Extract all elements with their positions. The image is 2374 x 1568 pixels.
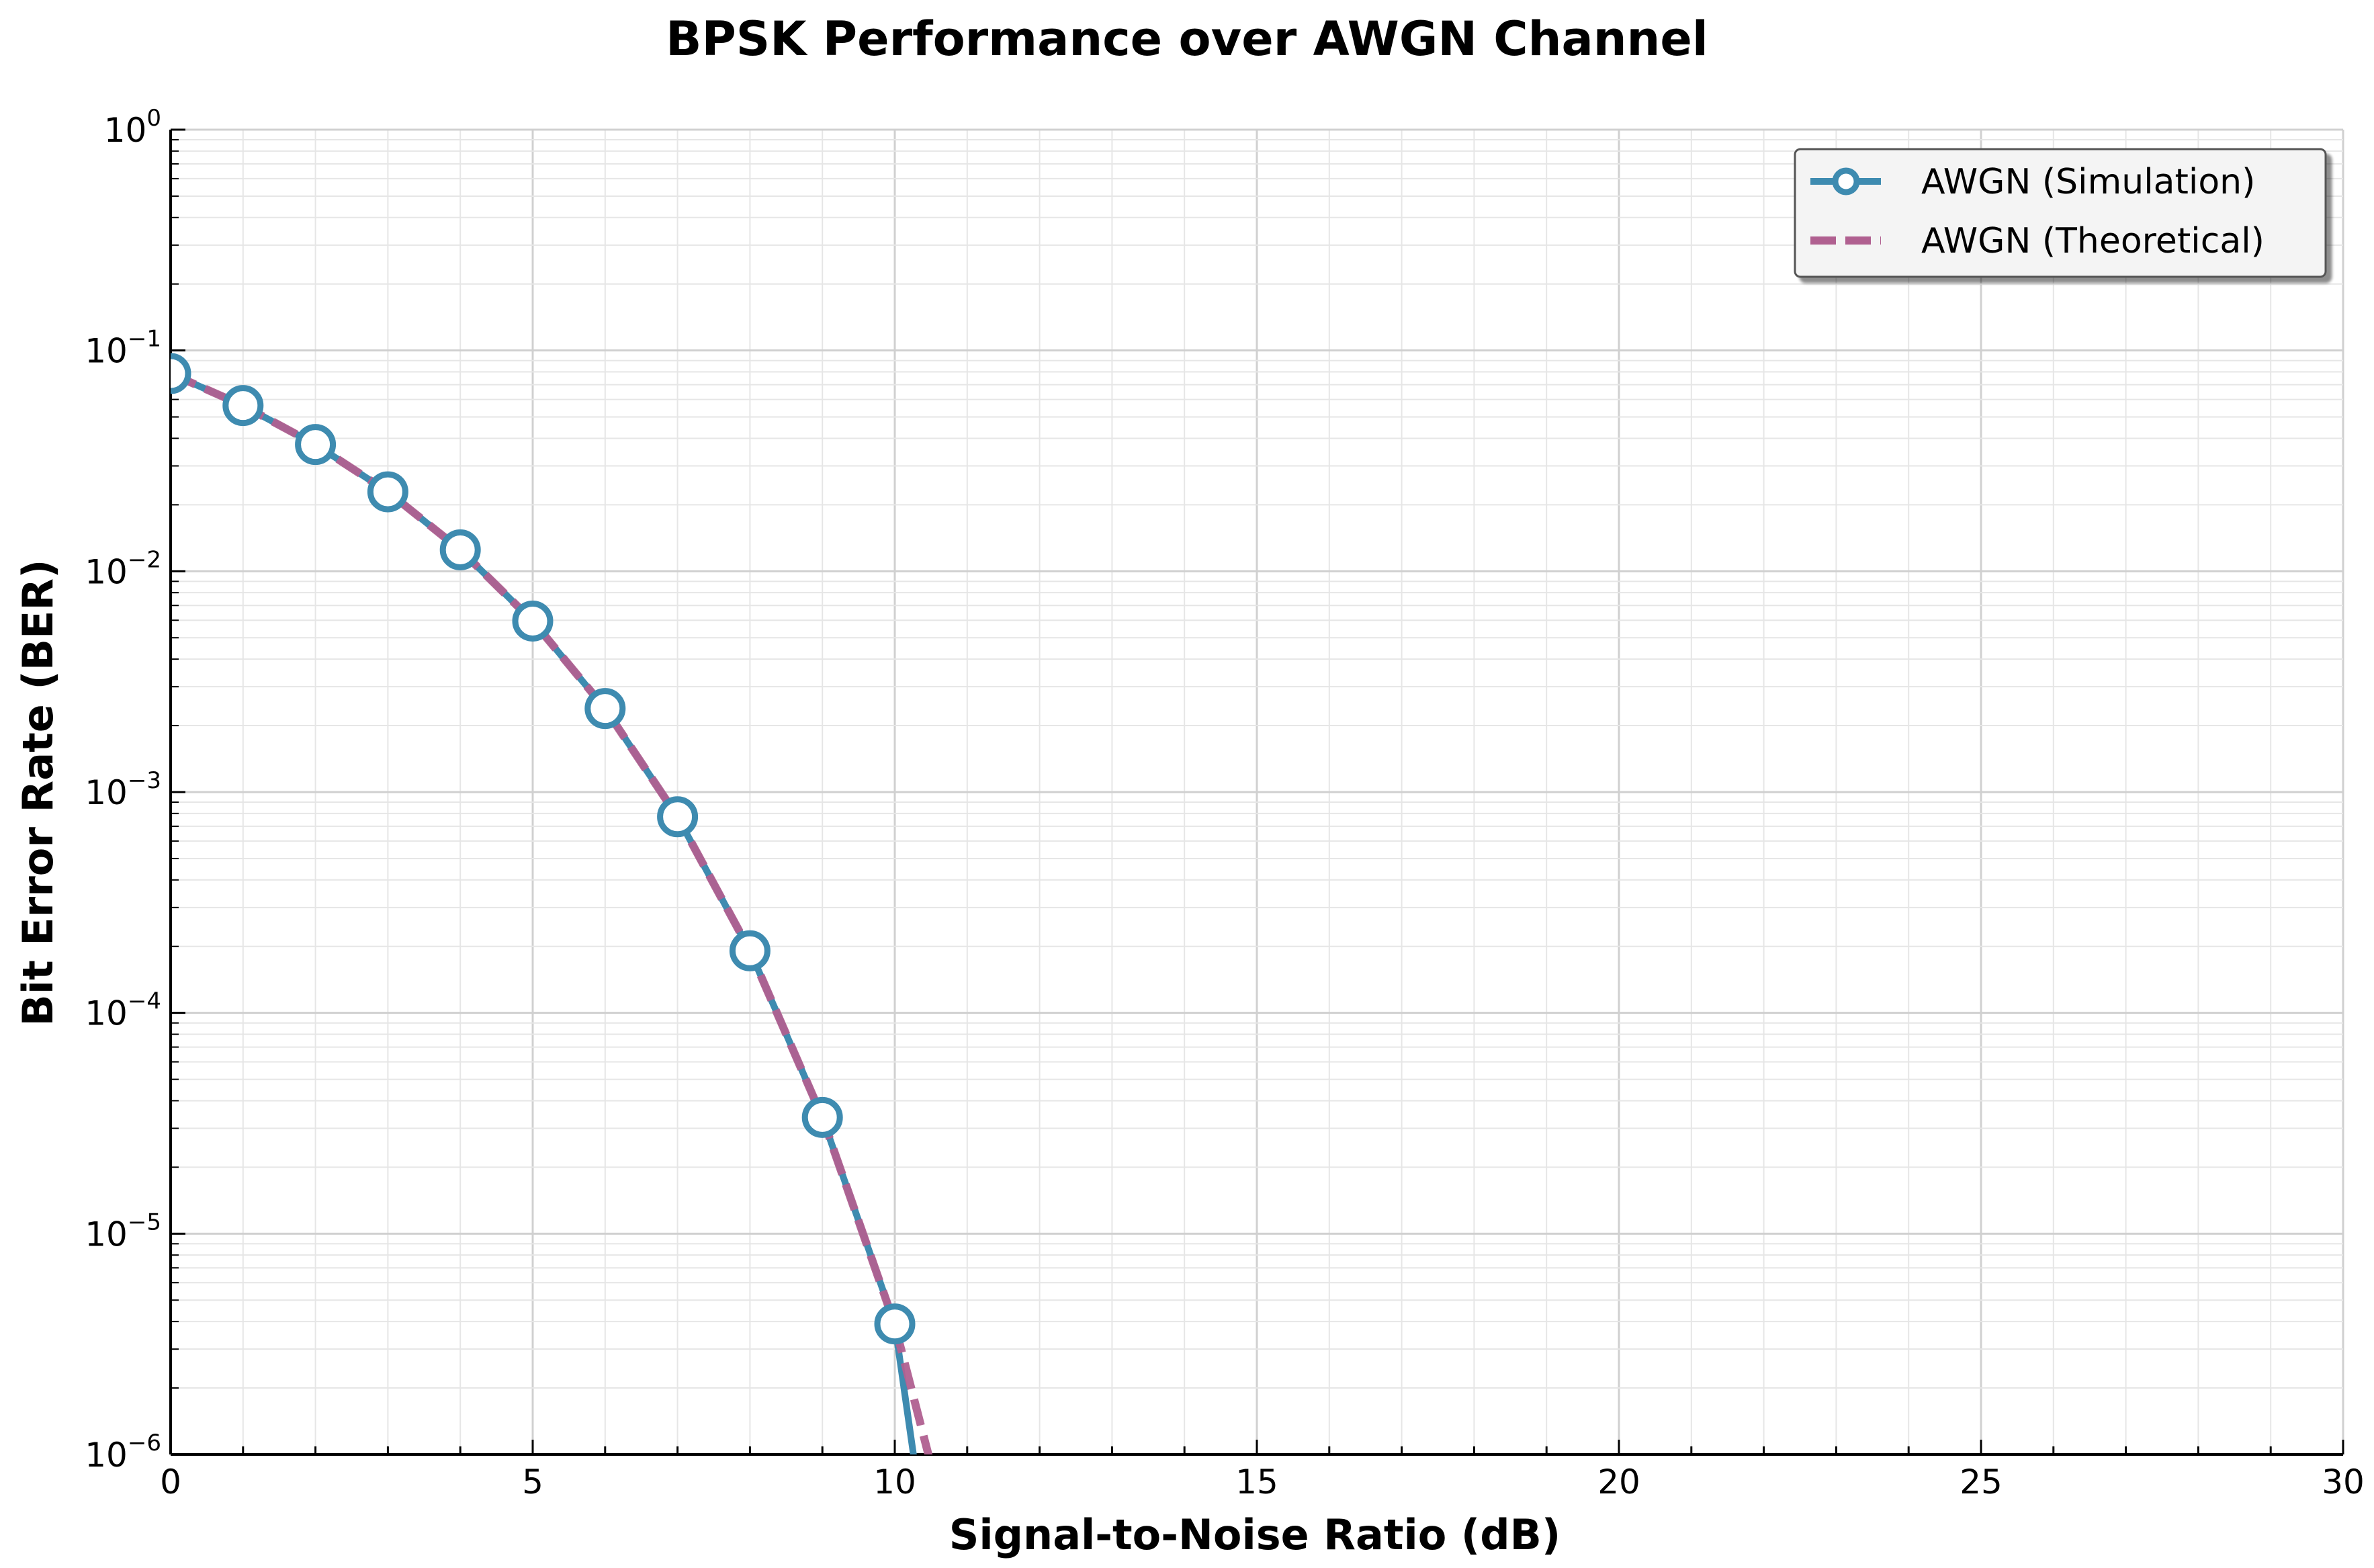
y-tick-label: 10−6 xyxy=(85,1430,161,1475)
x-tick-label: 20 xyxy=(1597,1463,1640,1501)
y-tick-label-exponent: −2 xyxy=(128,546,161,573)
y-tick-label-exponent: −1 xyxy=(128,326,161,353)
y-tick-label: 10−3 xyxy=(85,767,161,812)
x-tick-label: 30 xyxy=(2322,1463,2365,1501)
series-line-simulation xyxy=(171,370,917,1454)
data-point-simulation xyxy=(801,1096,843,1138)
legend-box xyxy=(1794,148,2327,278)
legend: AWGN (Simulation) AWGN (Theoretical) xyxy=(1794,148,2327,278)
y-tick-label-exponent: −5 xyxy=(128,1209,161,1235)
y-tick-label-base: 10 xyxy=(85,1215,128,1254)
data-point-simulation xyxy=(222,385,264,427)
data-point-simulation xyxy=(367,471,408,513)
y-tick-label: 10−1 xyxy=(85,326,161,371)
y-tick-label: 10−4 xyxy=(85,988,161,1033)
legend-label-simulation: AWGN (Simulation) xyxy=(1921,162,2255,202)
y-tick-label-base: 10 xyxy=(104,111,147,150)
y-tick-label-base: 10 xyxy=(85,552,128,591)
data-point-simulation xyxy=(171,353,191,394)
y-tick-label-base: 10 xyxy=(85,332,128,371)
y-axis-label: Bit Error Rate (BER) xyxy=(13,560,62,1027)
data-point-simulation xyxy=(295,424,337,466)
series-layer xyxy=(171,353,933,1454)
x-tick-label: 0 xyxy=(160,1463,181,1501)
axes xyxy=(169,128,2344,1456)
data-point-simulation xyxy=(512,600,554,642)
grid xyxy=(169,128,2344,1456)
y-tick-label: 10−5 xyxy=(85,1209,161,1254)
y-tick-label-base: 10 xyxy=(85,994,128,1033)
data-point-simulation xyxy=(657,796,699,838)
series-line-theoretical xyxy=(171,369,933,1454)
x-tick-label: 15 xyxy=(1235,1463,1278,1501)
y-tick-label: 100 xyxy=(104,105,161,150)
x-tick-label: 25 xyxy=(1960,1463,2003,1501)
data-point-simulation xyxy=(729,930,771,971)
legend-label-theoretical: AWGN (Theoretical) xyxy=(1921,221,2265,261)
x-axis-label: Signal-to-Noise Ratio (dB) xyxy=(949,1510,1560,1559)
x-tick-label: 10 xyxy=(873,1463,916,1501)
y-tick-label-exponent: −4 xyxy=(128,988,161,1015)
legend-marker-simulation xyxy=(1832,167,1860,195)
y-tick-label-exponent: −6 xyxy=(128,1430,161,1456)
y-tick-label: 10−2 xyxy=(85,546,161,591)
legend-entry-theoretical: AWGN (Theoretical) xyxy=(1810,221,2265,261)
legend-entry-simulation: AWGN (Simulation) xyxy=(1810,162,2255,202)
x-tick-label: 5 xyxy=(522,1463,543,1501)
data-point-simulation xyxy=(584,688,626,730)
data-point-simulation xyxy=(439,529,481,570)
chart-title: BPSK Performance over AWGN Channel xyxy=(666,11,1708,67)
y-tick-label-base: 10 xyxy=(85,1436,128,1475)
y-tick-label-exponent: 0 xyxy=(146,105,161,132)
y-tick-label-exponent: −3 xyxy=(128,767,161,794)
y-tick-label-base: 10 xyxy=(85,773,128,812)
data-point-simulation xyxy=(874,1303,916,1345)
